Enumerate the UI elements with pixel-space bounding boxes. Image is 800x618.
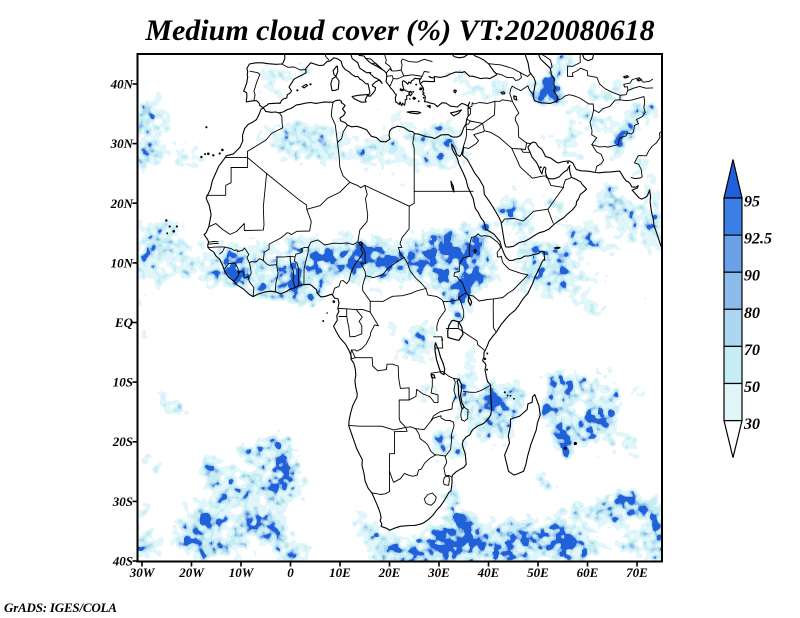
svg-text:60E: 60E (577, 565, 599, 580)
svg-text:70E: 70E (626, 565, 648, 580)
svg-text:95: 95 (744, 194, 760, 211)
svg-text:30N: 30N (110, 136, 134, 151)
svg-text:10W: 10W (229, 565, 255, 580)
svg-text:10E: 10E (329, 565, 351, 580)
svg-text:90: 90 (744, 268, 760, 285)
svg-text:EQ: EQ (114, 315, 134, 330)
svg-text:20S: 20S (112, 434, 133, 449)
svg-text:10S: 10S (113, 375, 133, 390)
svg-text:80: 80 (744, 305, 760, 322)
svg-text:10N: 10N (111, 255, 134, 270)
svg-text:30W: 30W (129, 565, 156, 580)
svg-text:50E: 50E (527, 565, 549, 580)
svg-text:20E: 20E (378, 565, 401, 580)
svg-text:70: 70 (744, 342, 760, 359)
svg-text:50: 50 (744, 379, 760, 396)
svg-text:0: 0 (287, 565, 294, 580)
svg-text:40N: 40N (110, 77, 134, 92)
svg-text:30S: 30S (112, 494, 133, 509)
svg-text:30E: 30E (427, 565, 450, 580)
svg-text:92.5: 92.5 (744, 231, 772, 248)
svg-text:40E: 40E (477, 565, 500, 580)
svg-text:20W: 20W (178, 565, 205, 580)
svg-text:40S: 40S (112, 554, 133, 569)
svg-text:20N: 20N (110, 196, 134, 211)
svg-text:30: 30 (743, 416, 760, 433)
